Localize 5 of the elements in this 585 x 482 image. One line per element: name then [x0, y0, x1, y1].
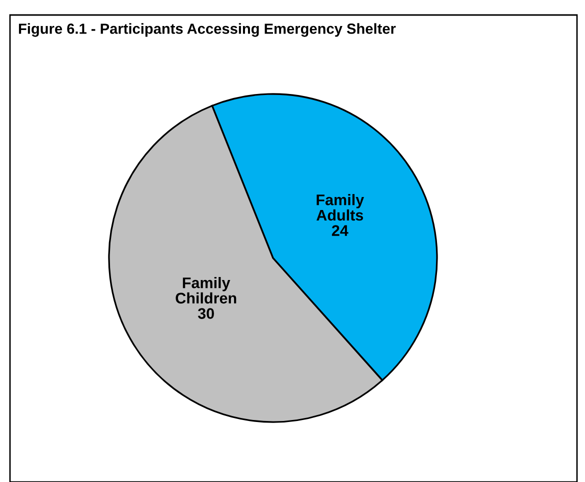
- slice-label: Family Adults: [316, 194, 364, 221]
- data-label: 24: [332, 225, 348, 236]
- slice-label: Family Children: [176, 277, 236, 304]
- data-label: 30: [198, 308, 214, 319]
- chart-title: Figure 6.1 - Participants Accessing Emergency Shelter: [18, 23, 396, 37]
